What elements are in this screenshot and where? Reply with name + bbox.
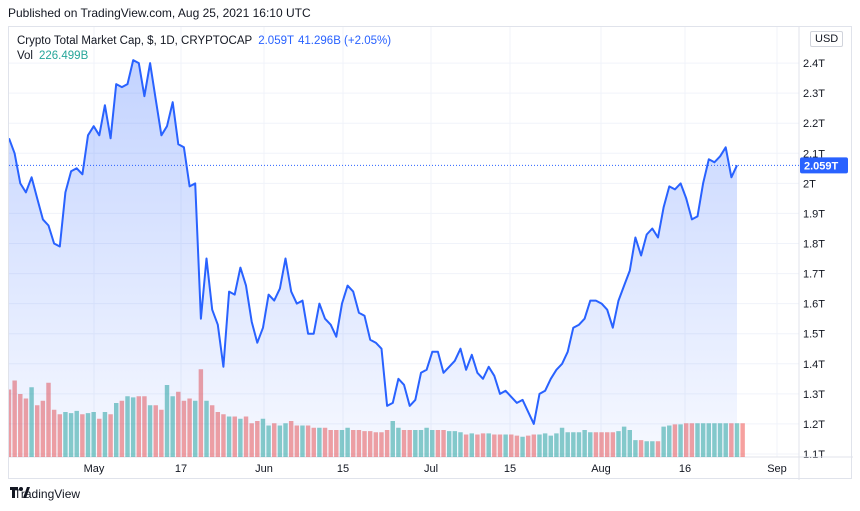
symbol-title[interactable]: Crypto Total Market Cap, $, 1D, CRYPTOCA…: [17, 35, 253, 47]
y-tick-label: 2.2T: [803, 118, 825, 130]
y-tick-label: 2.4T: [803, 58, 825, 70]
x-tick-label: 17: [175, 463, 187, 475]
y-tick-label: 1.5T: [803, 329, 825, 341]
x-tick-label: Jul: [424, 463, 438, 475]
x-tick-label: Sep: [767, 463, 787, 475]
currency-selector[interactable]: USD: [810, 31, 844, 47]
last-price: 2.059T: [258, 35, 295, 47]
y-tick-label: 1.6T: [803, 299, 825, 311]
price-chart[interactable]: May 17 Jun 15 Jul 15 Aug 16 Sep2.4T2.3T2.2T2.1T2…: [9, 27, 853, 480]
last-price-label: 2.059T: [804, 160, 839, 172]
y-tick-label: 1.9T: [803, 208, 825, 220]
price-change: 41.296B (+2.05%): [298, 35, 392, 47]
x-tick-label: 15: [337, 463, 349, 475]
y-tick-label: 1.2T: [803, 419, 825, 431]
legend-symbol-row: Crypto Total Market Cap, $, 1D, CRYPTOCA…: [17, 34, 391, 49]
price-area: [9, 60, 737, 457]
x-tick-label: Aug: [591, 463, 611, 475]
volume-label[interactable]: Vol: [17, 50, 33, 62]
y-tick-label: 1.7T: [803, 269, 825, 281]
last-price-badge: [800, 157, 848, 174]
price-line: [9, 59, 738, 425]
chart-panel[interactable]: May 17 Jun 15 Jul 15 Aug 16 Sep 2.4T 2.3T 2.2T 2.1T 2…: [8, 26, 853, 480]
x-tick-label: 16: [679, 463, 691, 475]
y-tick-label: 1.3T: [803, 389, 825, 401]
volume-value: 226.499B: [39, 50, 89, 62]
y-tick-label: 2T: [803, 178, 816, 190]
volume-bar: [740, 423, 745, 457]
footer-brand-label: TradingView: [14, 487, 81, 501]
x-tick-label: May: [84, 463, 105, 475]
y-tick-label: 2.3T: [803, 88, 825, 100]
footer-brand[interactable]: TradingView: [10, 487, 80, 501]
x-tick-label: Jun: [255, 463, 273, 475]
y-tick-label: 2.1T: [803, 148, 825, 160]
legend-volume-row: Vol 226.499B: [17, 49, 391, 64]
y-tick-label: 1.4T: [803, 359, 825, 371]
chart-legend: Crypto Total Market Cap, $, 1D, CRYPTOCA…: [17, 34, 391, 64]
published-header: Published on TradingView.com, Aug 25, 20…: [8, 6, 311, 20]
y-tick-label: 1.8T: [803, 239, 825, 251]
y-tick-label: 1.1T: [803, 449, 825, 461]
x-tick-label: 15: [504, 463, 516, 475]
